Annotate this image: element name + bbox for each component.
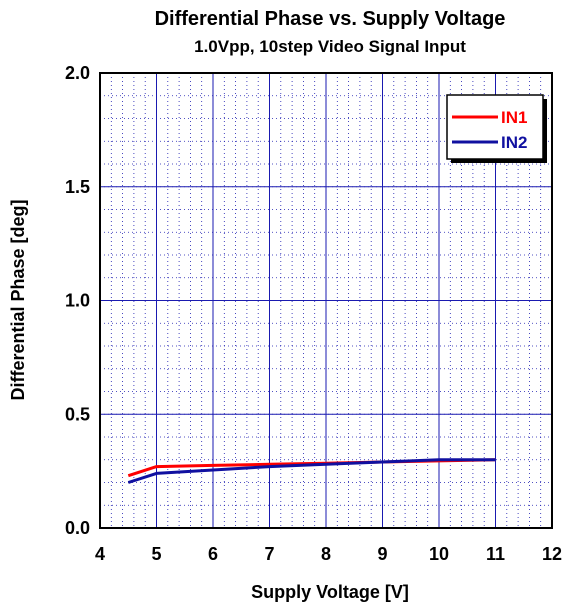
plot-frame xyxy=(99,72,553,529)
x-tick-label: 6 xyxy=(208,544,218,564)
legend: IN1 IN2 xyxy=(446,94,547,163)
x-tick-labels: 4 5 6 7 8 9 10 11 12 xyxy=(95,544,562,564)
legend-label-in1: IN1 xyxy=(501,108,527,127)
y-tick-label: 2.0 xyxy=(65,63,90,83)
x-tick-label: 12 xyxy=(542,544,562,564)
x-tick-label: 4 xyxy=(95,544,105,564)
y-tick-label: 1.5 xyxy=(65,177,90,197)
y-tick-label: 1.0 xyxy=(65,291,90,311)
x-tick-label: 11 xyxy=(486,544,505,564)
x-tick-label: 10 xyxy=(429,544,449,564)
x-tick-label: 5 xyxy=(151,544,161,564)
series-layer xyxy=(127,458,496,484)
x-axis-label: Supply Voltage [V] xyxy=(251,582,409,602)
series-line-in1 xyxy=(127,458,496,478)
legend-label-in2: IN2 xyxy=(501,133,527,152)
y-tick-labels: 0.0 0.5 1.0 1.5 2.0 xyxy=(65,63,90,538)
chart-title: Differential Phase vs. Supply Voltage xyxy=(155,8,506,30)
legend-box xyxy=(446,94,544,160)
x-tick-label: 9 xyxy=(377,544,387,564)
y-tick-label: 0.0 xyxy=(65,518,90,538)
chart-subtitle: 1.0Vpp, 10step Video Signal Input xyxy=(194,37,466,56)
x-tick-label: 8 xyxy=(321,544,331,564)
y-tick-label: 0.5 xyxy=(65,404,90,424)
series-line-in2 xyxy=(127,458,496,484)
x-tick-label: 7 xyxy=(264,544,274,564)
y-axis-label: Differential Phase [deg] xyxy=(8,199,28,400)
